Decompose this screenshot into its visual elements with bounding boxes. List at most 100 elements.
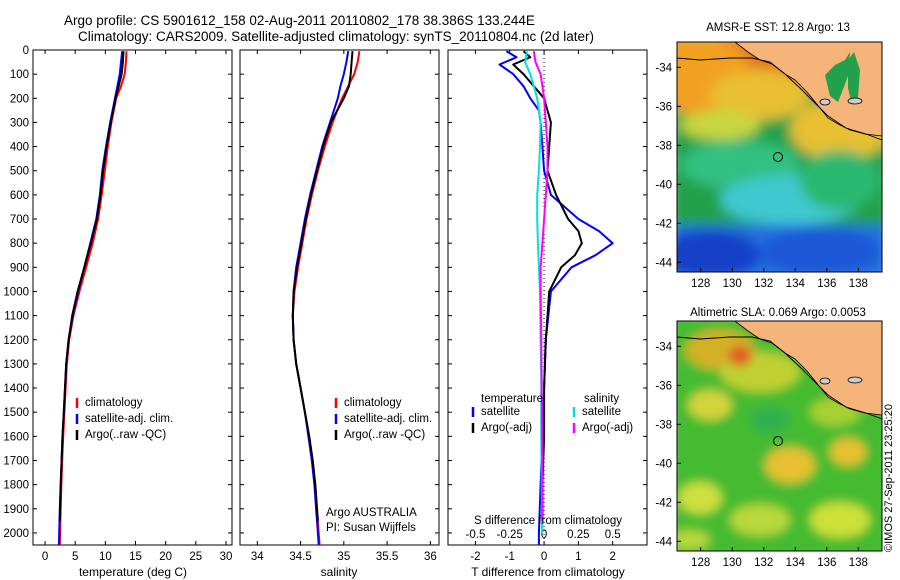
salinity-xtick-label: 34 (251, 551, 264, 563)
depth-tick-label: 1300 (3, 359, 29, 371)
sla-map-lon-tick-label: 130 (723, 557, 742, 569)
legend-label-s-satellite: satellite (582, 406, 621, 418)
sla-map-axes: 128 130 132 134 136 138 -34 -36 -38 -40 -42 -44 (655, 341, 868, 569)
temperature-series-line (58, 51, 125, 521)
difference-xtick-label: 0 (541, 551, 547, 563)
temperature-xtick-label: 25 (189, 551, 202, 563)
depth-tick-label: 2000 (3, 528, 29, 540)
legend-label-satellite: satellite-adj. clim. (85, 413, 173, 425)
difference-series-line (532, 51, 549, 521)
imos-timestamp: ©IMOS 27-Sep-2011 23:25:20 (883, 404, 895, 552)
depth-tick-label: 900 (10, 262, 29, 274)
sst-map-lon-tick-label: 138 (849, 278, 868, 290)
temperature-xtick-label: 30 (220, 551, 233, 563)
temperature-legend: climatology satellite-adj. clim. Argo(..… (75, 397, 173, 441)
sst-map-lat-tick-label: -38 (655, 140, 672, 152)
sst-map-lon-tick-label: 130 (723, 278, 742, 290)
salinity-xtick-label: 36 (424, 551, 437, 563)
depth-tick-label: 1600 (3, 431, 29, 443)
depth-tick-label: 700 (10, 214, 29, 226)
sla-map-lon-tick-label: 138 (849, 557, 868, 569)
sst-map-lat-tick-label: -44 (655, 257, 672, 269)
salinity-legend: climatology satellite-adj. clim. Argo(..… (334, 397, 432, 441)
pi-credit: PI: Susan Wijffels (326, 522, 416, 534)
depth-tick-label: 1700 (3, 455, 29, 467)
t-difference-axis-label: T difference from climatology (471, 565, 625, 579)
sst-map-title: AMSR-E SST: 12.8 Argo: 13 (706, 22, 850, 34)
depth-axis: 0 100 200 300 400 500 600 700 800 900 1000 1100 1200… (3, 45, 37, 540)
depth-tick-label: 300 (10, 117, 29, 129)
temperature-axis-label: temperature (deg C) (79, 565, 187, 579)
temperature-panel: 0 5 10 15 20 25 30 (42, 49, 233, 563)
temperature-xtick-label: 20 (159, 551, 172, 563)
legend-title-salinity: salinity (584, 393, 619, 405)
difference-legend: temperature salinity satellite Argo(-adj… (471, 393, 633, 434)
sst-map-lon-tick-label: 128 (691, 278, 710, 290)
sst-map-lat-tick-label: -34 (655, 62, 672, 74)
depth-tick-label: 1800 (3, 480, 29, 492)
depth-tick-label: 0 (23, 45, 29, 57)
depth-tick-label: 100 (10, 69, 29, 81)
salinity-xtick-label: 34.5 (289, 551, 311, 563)
legend-label-argo: Argo(..raw -QC) (85, 429, 166, 441)
temperature-panel-frame (32, 49, 233, 546)
sst-map-lat-tick-label: -42 (655, 218, 672, 230)
temperature-series-group (57, 51, 128, 545)
salinity-diff-tick-label: 0.25 (567, 529, 589, 541)
salinity-xtick-label: 35.5 (376, 551, 398, 563)
sst-map-frame (676, 41, 883, 273)
temperature-xtick-label: 10 (99, 551, 112, 563)
temperature-xtick-label: 15 (129, 551, 142, 563)
depth-tick-label: 1400 (3, 383, 29, 395)
sst-map (677, 42, 882, 272)
sst-map-lat-tick-label: -40 (655, 179, 672, 191)
legend-title-temperature: temperature (481, 393, 543, 405)
salinity-xtick-label: 35 (337, 551, 350, 563)
sla-map-lat-tick-label: -36 (655, 380, 672, 392)
salinity-axis-label: salinity (321, 565, 358, 579)
depth-tick-label: 1100 (4, 311, 29, 323)
sla-map-lat-tick-label: -38 (655, 419, 672, 431)
legend-label-climatology: climatology (344, 397, 402, 409)
depth-tick-label: 800 (10, 238, 29, 250)
sst-map-lon-tick-label: 132 (754, 278, 773, 290)
sla-map-title: Altimetric SLA: 0.069 Argo: 0.0053 (690, 307, 866, 319)
sla-map-lat-tick-label: -40 (655, 458, 672, 470)
difference-series-group (498, 50, 614, 545)
difference-xtick-label: -2 (470, 551, 480, 563)
salinity-diff-tick-label: 0.5 (605, 529, 621, 541)
legend-label-climatology: climatology (85, 397, 143, 409)
sla-map-lon-tick-label: 132 (754, 557, 773, 569)
difference-xtick-label: 2 (609, 551, 615, 563)
agency-credit: Argo AUSTRALIA (326, 507, 417, 519)
depth-tick-label: 1000 (3, 286, 29, 298)
sst-map-lon-tick-label: 136 (817, 278, 836, 290)
sla-map-frame (676, 320, 883, 552)
salinity-panel-frame (239, 49, 440, 546)
sla-map (677, 321, 882, 551)
sla-map-lon-tick-label: 128 (691, 557, 710, 569)
legend-label-satellite: satellite-adj. clim. (344, 413, 432, 425)
depth-tick-label: 200 (10, 93, 29, 105)
difference-series-line (512, 50, 583, 521)
legend-label-s-argo: Argo(-adj) (582, 422, 633, 434)
salinity-series-group (291, 51, 361, 545)
depth-tick-label: 600 (10, 190, 29, 202)
legend-label-argo: Argo(..raw -QC) (344, 429, 425, 441)
salinity-panel: 34 34.5 35 35.5 36 (240, 49, 439, 563)
salinity-diff-tick-label: -0.5 (466, 529, 486, 541)
profile-title: Argo profile: CS 5901612_158 02-Aug-2011… (64, 13, 535, 28)
depth-tick-label: 1900 (3, 504, 29, 516)
s-difference-axis-label: S difference from climatology (474, 515, 622, 527)
sst-map-lon-tick-label: 134 (786, 278, 806, 290)
temperature-xtick-label: 0 (42, 551, 48, 563)
salinity-series-line (291, 51, 354, 521)
depth-tick-label: 1200 (3, 335, 29, 347)
salinity-diff-tick-label: -0.25 (497, 529, 523, 541)
sla-map-lon-tick-label: 134 (786, 557, 806, 569)
depth-tick-label: 400 (10, 142, 29, 154)
sla-map-lat-tick-label: -34 (655, 341, 672, 353)
sst-map-lat-tick-label: -36 (655, 101, 672, 113)
